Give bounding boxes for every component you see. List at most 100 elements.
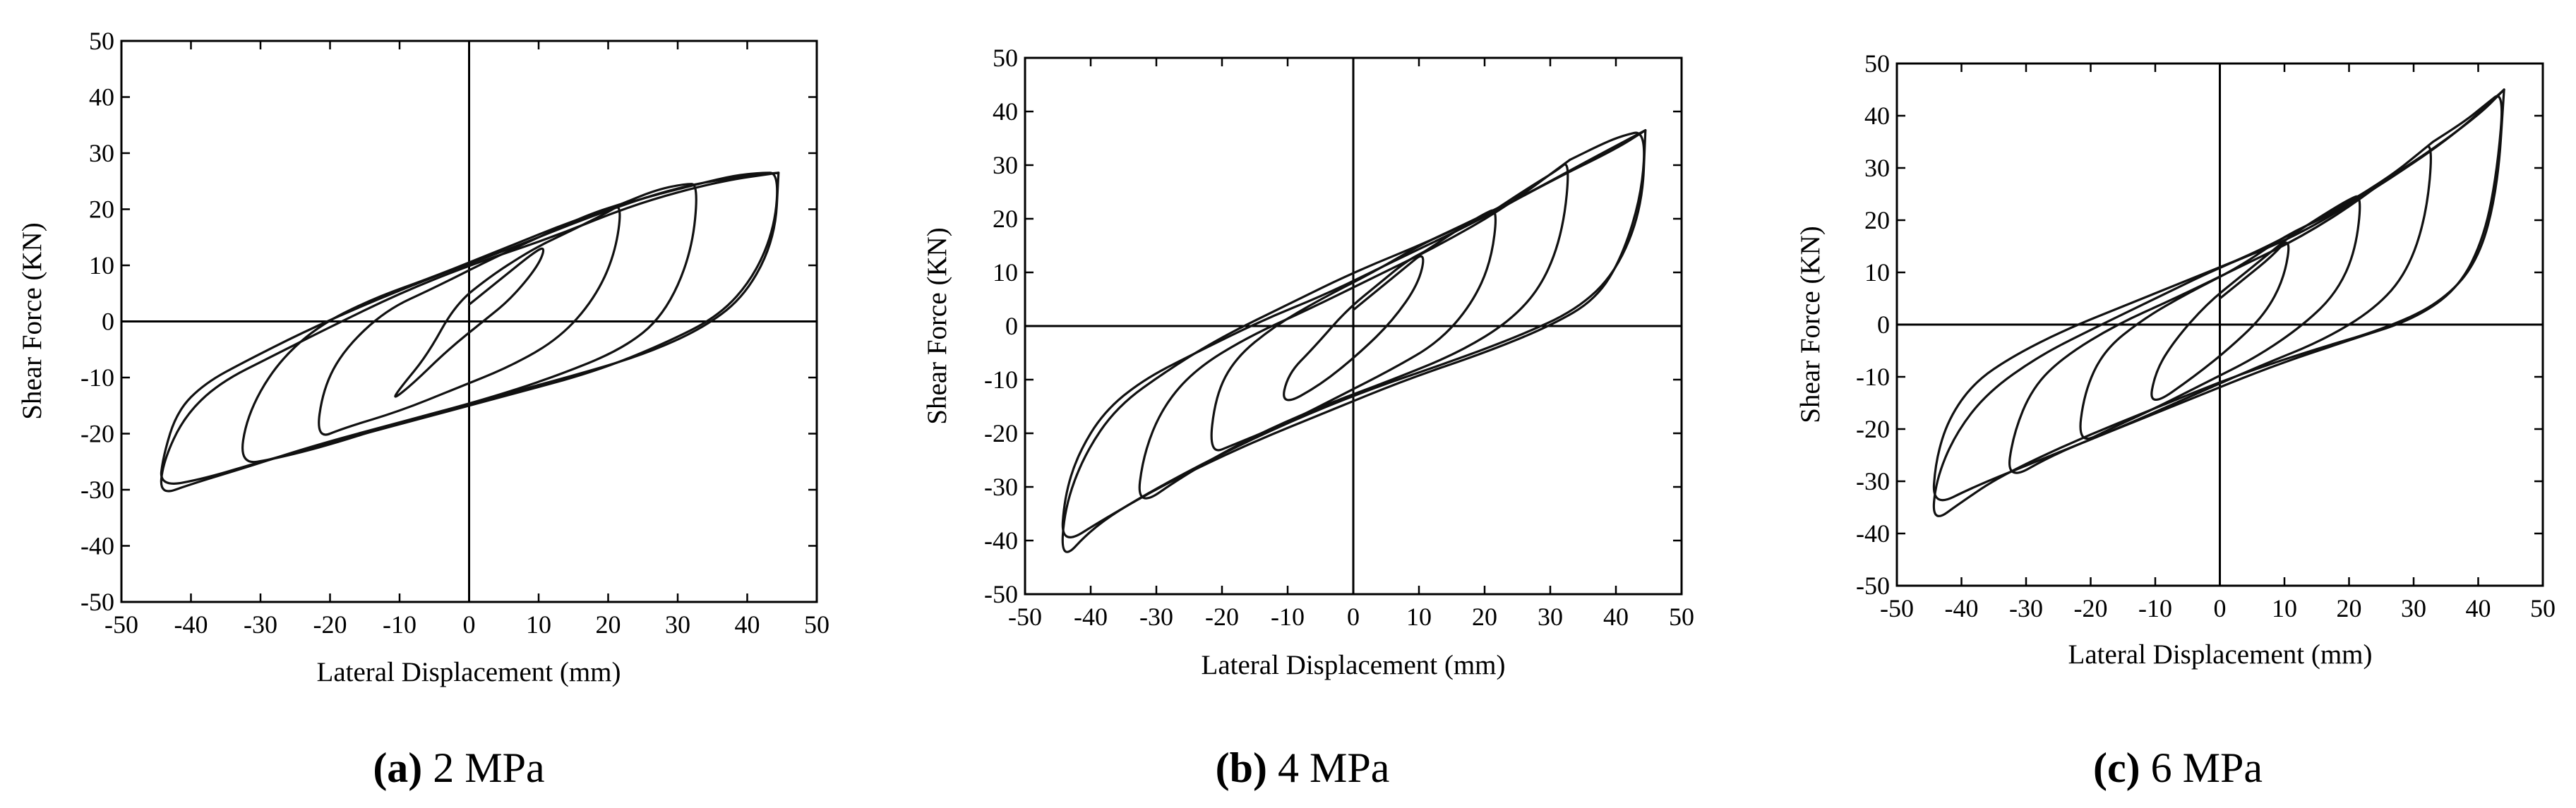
x-tick-label: 0 — [2214, 594, 2227, 622]
x-axis-title: Lateral Displacement (mm) — [2068, 639, 2373, 670]
y-tick-label: 30 — [89, 139, 114, 167]
x-tick-label: 50 — [804, 610, 829, 639]
y-tick-label: -30 — [984, 473, 1018, 501]
y-tick-label: 0 — [1877, 310, 1890, 339]
x-tick-label: -40 — [1945, 594, 1979, 622]
x-tick-labels: -50 -40 -30 -20 -10 0 10 20 30 40 50 — [1008, 603, 1694, 631]
x-tick-label: 0 — [463, 610, 476, 639]
y-tick-labels: -50 -40 -30 -20 -10 0 10 20 30 40 50 — [1856, 49, 1890, 600]
x-axis-title: Lateral Displacement (mm) — [317, 657, 621, 687]
y-tick-label: -20 — [1856, 415, 1890, 443]
axis-ticks — [120, 40, 818, 603]
caption-text: 4 MPa — [1267, 744, 1389, 791]
y-tick-label: 20 — [993, 205, 1018, 233]
hysteresis-series-5 — [1061, 129, 1647, 553]
hysteresis-series-1 — [1283, 250, 1427, 402]
chart-panel-b: -50 -40 -30 -20 -10 0 10 20 30 40 50 -50-40-30-20-… — [922, 44, 1694, 791]
hysteresis-series-5 — [1932, 88, 2505, 517]
x-tick-label: 20 — [1472, 603, 1497, 631]
x-tick-label: -50 — [1880, 594, 1914, 622]
hysteresis-series-4 — [160, 171, 780, 485]
x-tick-label: 10 — [526, 610, 551, 639]
x-tick-label: 30 — [665, 610, 690, 639]
x-tick-label: -40 — [174, 610, 208, 639]
x-tick-label: 0 — [1347, 603, 1360, 631]
x-tick-label: -20 — [1205, 603, 1239, 631]
x-tick-label: 50 — [2530, 594, 2556, 622]
y-tick-label: -50 — [984, 580, 1018, 608]
hysteresis-series-1 — [394, 241, 547, 398]
hysteresis-series-2 — [1210, 207, 1499, 452]
y-tick-label: 0 — [102, 308, 114, 336]
x-tick-label: -10 — [383, 610, 417, 639]
y-tick-label: -40 — [1856, 519, 1890, 548]
x-tick-label: 20 — [596, 610, 621, 639]
y-tick-labels: -50 -40 -30 -20 -10 0 10 20 30 40 50 — [984, 44, 1018, 608]
x-tick-label: 10 — [2272, 594, 2297, 622]
y-tick-label: 0 — [1005, 312, 1018, 340]
axis-ticks — [1895, 62, 2544, 587]
hysteresis-curves — [1932, 88, 2505, 517]
y-tick-label: 10 — [1864, 258, 1890, 287]
hysteresis-series-2 — [318, 203, 623, 436]
hysteresis-curves — [1061, 129, 1647, 553]
hysteresis-series-5 — [160, 171, 780, 493]
x-tick-label: 40 — [1603, 603, 1629, 631]
y-tick-label: -40 — [80, 532, 114, 560]
caption-text: 6 MPa — [2140, 744, 2263, 791]
y-tick-label: 10 — [993, 258, 1018, 287]
y-axis-title: Shear Force (KN) — [922, 227, 952, 424]
x-tick-label: -10 — [2138, 594, 2172, 622]
chart-panel-c: -50 -40 -30 -20 -10 0 10 20 30 40 50 -50-40-30-20-… — [1795, 49, 2556, 791]
y-tick-label: 20 — [89, 195, 114, 224]
hysteresis-curves — [160, 171, 780, 493]
y-tick-label: -20 — [984, 419, 1018, 447]
x-tick-labels: -50 -40 -30 -20 -10 0 10 20 30 40 50 — [104, 610, 829, 639]
y-tick-label: 10 — [89, 251, 114, 279]
y-tick-label: 40 — [1864, 102, 1890, 130]
caption-tag: (b) — [1216, 744, 1267, 791]
y-tick-label: -10 — [1856, 363, 1890, 391]
caption-tag: (c) — [2093, 744, 2140, 791]
y-tick-label: 40 — [89, 83, 114, 111]
x-tick-label: 10 — [1406, 603, 1432, 631]
x-tick-label: -20 — [2074, 594, 2108, 622]
x-tick-label: 40 — [735, 610, 760, 639]
y-axis-title: Shear Force (KN) — [17, 222, 47, 419]
x-axis-title: Lateral Displacement (mm) — [1202, 650, 1506, 680]
y-tick-label: 40 — [993, 97, 1018, 126]
x-tick-label: -20 — [313, 610, 347, 639]
x-tick-label: -50 — [104, 610, 138, 639]
y-tick-label: -40 — [984, 526, 1018, 555]
x-tick-label: 40 — [2466, 594, 2491, 622]
x-tick-label: -30 — [244, 610, 277, 639]
x-tick-label: -40 — [1074, 603, 1108, 631]
chart-panel-a: -50 -40 -30 -20 -10 0 10 20 30 40 50 -50 -40 -30 -20 -… — [17, 27, 829, 791]
y-tick-label: -10 — [984, 366, 1018, 394]
axis-ticks — [1024, 56, 1683, 596]
hysteresis-series-2 — [2079, 193, 2364, 440]
y-tick-label: -50 — [1856, 572, 1890, 600]
x-tick-label: 30 — [1538, 603, 1563, 631]
hysteresis-series-3 — [241, 183, 700, 464]
panel-caption: (c) 6 MPa — [2093, 744, 2263, 791]
x-tick-label: -50 — [1008, 603, 1042, 631]
x-tick-labels: -50 -40 -30 -20 -10 0 10 20 30 40 50 — [1880, 594, 2556, 622]
hysteresis-series-1 — [2150, 234, 2292, 401]
y-tick-label: -30 — [1856, 467, 1890, 495]
y-tick-label: 50 — [993, 44, 1018, 72]
y-tick-label: -50 — [80, 588, 114, 616]
x-tick-label: 20 — [2337, 594, 2362, 622]
y-tick-label: -10 — [80, 363, 114, 392]
y-tick-labels: -50 -40 -30 -20 -10 0 10 20 30 40 50 — [80, 27, 114, 616]
y-tick-label: 30 — [993, 151, 1018, 179]
x-tick-label: -30 — [2009, 594, 2043, 622]
x-tick-label: -30 — [1139, 603, 1173, 631]
y-tick-label: 30 — [1864, 154, 1890, 182]
y-tick-label: 50 — [89, 27, 114, 55]
panel-caption: (b) 4 MPa — [1216, 744, 1390, 791]
y-axis-title: Shear Force (KN) — [1795, 226, 1826, 423]
caption-tag: (a) — [373, 744, 422, 791]
x-tick-label: 30 — [2401, 594, 2426, 622]
